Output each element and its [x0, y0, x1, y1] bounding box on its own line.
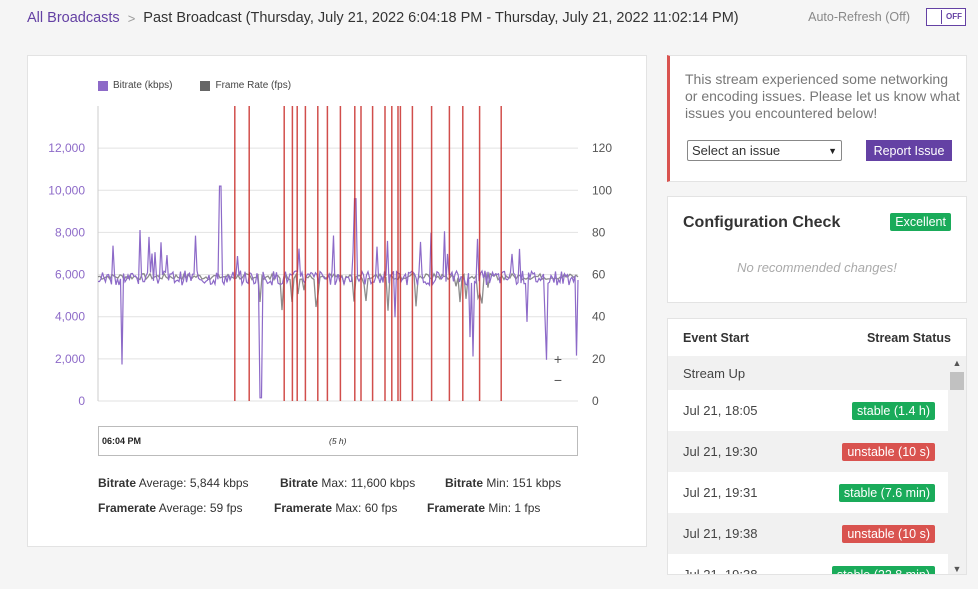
bitrate-series-line	[98, 185, 579, 399]
y-right-tick-label: 20	[592, 352, 606, 366]
legend-framerate-label: Frame Rate (fps)	[215, 80, 292, 91]
stat-label: Bitrate	[98, 475, 137, 490]
chart-legend: Bitrate (kbps) Frame Rate (fps)	[98, 80, 291, 91]
col-event-start: Event Start	[683, 330, 749, 345]
y-left-tick-label: 8,000	[55, 225, 85, 239]
stat-value: Average: 59 fps	[158, 500, 243, 515]
status-badge: unstable (10 s)	[842, 442, 935, 461]
config-check-title: Configuration Check	[683, 214, 841, 231]
broadcast-chart-panel: Bitrate (kbps) Frame Rate (fps) 12,000 12…	[27, 55, 647, 547]
event-group-header: Stream Up	[668, 356, 950, 390]
event-time: Jul 21, 19:38	[683, 567, 758, 575]
legend-bitrate-swatch	[98, 80, 108, 91]
stat-value: Average: 5,844 kbps	[138, 475, 249, 490]
y-right-tick-label: 120	[592, 141, 612, 155]
framerate-stats-row: Framerate Average: 59 fps Framerate Max:…	[98, 495, 561, 520]
report-issue-button[interactable]: Report Issue	[866, 140, 952, 161]
framerate-max: Framerate Max: 60 fps	[274, 501, 427, 515]
stream-stats: Bitrate Average: 5,844 kbps Bitrate Max:…	[98, 470, 561, 520]
y-right-tick-label: 0	[592, 394, 599, 408]
y-left-tick-label: 2,000	[55, 352, 85, 366]
event-time: Jul 21, 19:30	[683, 444, 758, 459]
issue-select-value: Select an issue	[692, 143, 781, 158]
configuration-check-panel: Configuration Check Excellent No recomme…	[667, 196, 967, 303]
chevron-down-icon: ▼	[828, 145, 837, 156]
y-right-tick-label: 100	[592, 183, 612, 197]
breadcrumb-all-broadcasts-link[interactable]: All Broadcasts	[27, 10, 120, 26]
framerate-min: Framerate Min: 1 fps	[427, 501, 540, 515]
stream-events-panel: Event Start Stream Status Stream Up Jul …	[667, 318, 967, 575]
framerate-average: Framerate Average: 59 fps	[98, 501, 274, 515]
bitrate-min: Bitrate Min: 151 kbps	[445, 476, 561, 490]
stat-value: Max: 11,600 kbps	[321, 475, 416, 490]
stat-value: Max: 60 fps	[335, 500, 398, 515]
auto-refresh-toggle[interactable]: OFF	[926, 8, 966, 26]
events-scrollbar[interactable]: ▲ ▼	[948, 356, 966, 574]
auto-refresh: Auto-Refresh (Off) OFF	[808, 8, 966, 26]
issue-message: This stream experienced some networking …	[685, 71, 960, 121]
event-time: Jul 21, 18:05	[683, 403, 758, 418]
col-stream-status: Stream Status	[866, 330, 951, 345]
zoom-out-icon[interactable]: −	[554, 372, 562, 388]
status-badge: unstable (10 s)	[842, 524, 935, 543]
y-left-tick-label: 6,000	[55, 268, 85, 282]
stat-label: Bitrate	[445, 475, 484, 490]
y-left-tick-label: 12,000	[48, 141, 85, 155]
bitrate-average: Bitrate Average: 5,844 kbps	[98, 476, 280, 490]
event-row: Jul 21, 18:05 stable (1.4 h)	[668, 390, 950, 431]
status-badge: stable (1.4 h)	[852, 401, 935, 420]
event-row: Jul 21, 19:38 stable (22.8 min)	[668, 554, 950, 575]
breadcrumb-separator: >	[127, 10, 136, 26]
y-right-tick-label: 80	[592, 225, 606, 239]
y-left-tick-label: 10,000	[48, 183, 85, 197]
y-right-tick-label: 60	[592, 268, 606, 282]
toggle-knob	[928, 10, 942, 24]
issue-report-panel: This stream experienced some networking …	[667, 55, 967, 182]
y-right-tick-label: 40	[592, 310, 606, 324]
toggle-state-text: OFF	[946, 12, 962, 21]
status-badge: stable (7.6 min)	[838, 483, 935, 502]
config-note: No recommended changes!	[737, 260, 897, 275]
legend-bitrate[interactable]: Bitrate (kbps)	[98, 80, 172, 91]
breadcrumb: All Broadcasts > Past Broadcast (Thursda…	[27, 8, 739, 28]
page-title: Past Broadcast (Thursday, July 21, 2022 …	[143, 10, 739, 26]
events-list: Stream Up Jul 21, 18:05 stable (1.4 h) J…	[668, 356, 950, 575]
stat-label: Bitrate	[280, 475, 319, 490]
bitrate-max: Bitrate Max: 11,600 kbps	[280, 476, 445, 490]
scroll-up-arrow-icon[interactable]: ▲	[952, 358, 962, 368]
issue-select[interactable]: Select an issue ▼	[687, 140, 842, 161]
stat-value: Min: 1 fps	[488, 500, 541, 515]
bitrate-framerate-chart[interactable]: 12,000 120 10,000 100 8,000 80 6,000 60 4,000 40 2…	[28, 56, 648, 416]
event-row: Jul 21, 19:38 unstable (10 s)	[668, 513, 950, 554]
event-group-label: Stream Up	[683, 365, 746, 381]
zoom-in-icon[interactable]: +	[554, 351, 562, 367]
event-row: Jul 21, 19:30 unstable (10 s)	[668, 431, 950, 472]
timeline-start-label: 06:04 PM	[102, 436, 142, 446]
auto-refresh-label: Auto-Refresh (Off)	[808, 10, 910, 24]
stat-value: Min: 151 kbps	[486, 475, 562, 490]
legend-framerate-swatch	[200, 80, 211, 91]
event-time: Jul 21, 19:38	[683, 526, 758, 541]
y-left-tick-label: 4,000	[55, 310, 85, 324]
event-time: Jul 21, 19:31	[683, 485, 758, 500]
timeline-navigator[interactable]: 06:04 PM (5 h)	[98, 426, 578, 456]
legend-framerate[interactable]: Frame Rate (fps)	[200, 80, 291, 91]
event-row: Jul 21, 19:31 stable (7.6 min)	[668, 472, 950, 513]
status-badge: stable (22.8 min)	[831, 565, 935, 574]
y-left-tick-label: 0	[78, 394, 85, 408]
stat-label: Framerate	[98, 500, 157, 515]
bitrate-stats-row: Bitrate Average: 5,844 kbps Bitrate Max:…	[98, 470, 561, 495]
timeline-duration-label: (5 h)	[329, 436, 347, 446]
config-status-badge: Excellent	[890, 213, 951, 231]
scroll-down-arrow-icon[interactable]: ▼	[952, 564, 962, 574]
stat-label: Framerate	[274, 500, 333, 515]
legend-bitrate-label: Bitrate (kbps)	[113, 80, 173, 91]
scroll-thumb[interactable]	[950, 372, 964, 390]
stat-label: Framerate	[427, 500, 486, 515]
events-header: Event Start Stream Status	[668, 319, 966, 356]
